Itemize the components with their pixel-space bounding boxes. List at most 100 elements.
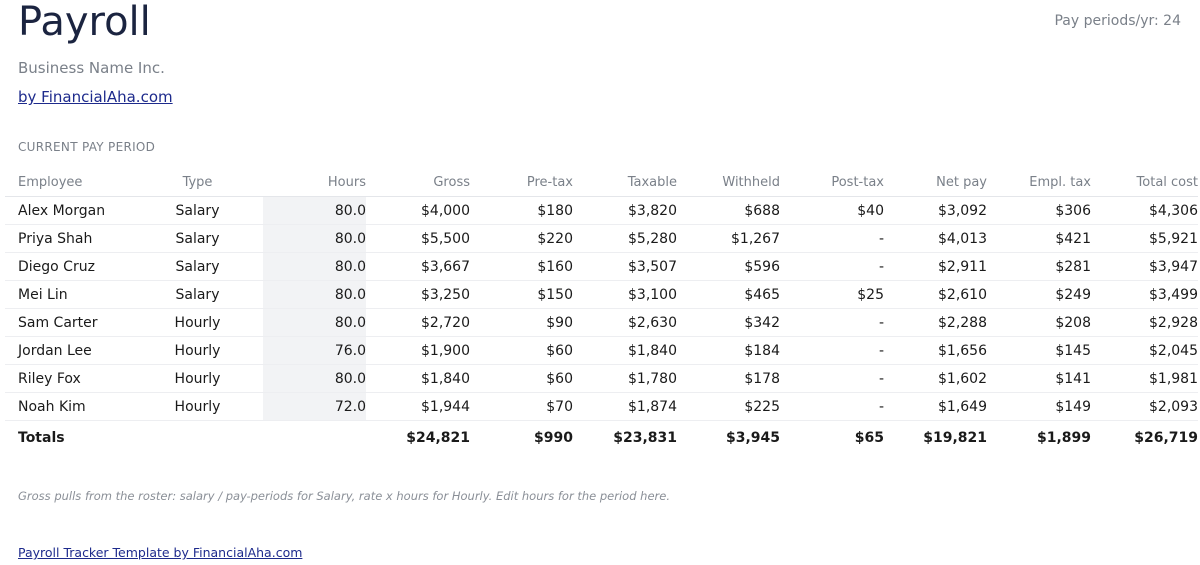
total-withheld: $3,945 [677,420,780,454]
table-row: Priya Shah Salary 80.0 $5,500 $220 $5,280 $1,2… [5,224,1198,253]
cell-hours[interactable]: 80.0 [263,252,366,281]
cell-withheld: $688 [677,196,780,225]
cell-employee: Priya Shah [5,224,132,253]
cell-type: Hourly [132,392,263,421]
cell-taxable: $5,280 [573,224,677,253]
cell-withheld: $596 [677,252,780,281]
cell-net-pay: $2,911 [884,252,987,281]
total-empl-tax: $1,899 [987,420,1091,454]
footer-link[interactable]: Payroll Tracker Template by FinancialAha… [18,545,303,560]
column-header-pre-tax: Pre-tax [470,168,573,197]
cell-empl-tax: $306 [987,196,1091,225]
cell-post-tax: - [780,364,884,393]
cell-net-pay: $3,092 [884,196,987,225]
cell-net-pay: $4,013 [884,224,987,253]
cell-employee: Jordan Lee [5,336,132,365]
total-gross: $24,821 [366,420,470,454]
cell-type: Salary [132,196,263,225]
cell-hours[interactable]: 80.0 [263,364,366,393]
cell-net-pay: $2,288 [884,308,987,337]
cell-empl-tax: $249 [987,280,1091,309]
column-header-hours: Hours [263,168,366,197]
total-net-pay: $19,821 [884,420,987,454]
cell-pre-tax: $90 [470,308,573,337]
cell-empl-tax: $149 [987,392,1091,421]
cell-net-pay: $1,649 [884,392,987,421]
total-employee: Totals [5,420,132,454]
cell-taxable: $3,100 [573,280,677,309]
cell-hours[interactable]: 72.0 [263,392,366,421]
cell-total-cost: $2,928 [1091,308,1198,337]
table-header-row: Employee Type Hours Gross Pre-tax Taxable With… [5,168,1198,197]
column-header-total-cost: Total cost [1091,168,1198,197]
total-hours [263,420,366,454]
cell-empl-tax: $421 [987,224,1091,253]
cell-withheld: $1,267 [677,224,780,253]
pay-periods-label: Pay periods/yr: 24 [1054,13,1181,29]
cell-empl-tax: $145 [987,336,1091,365]
cell-gross: $1,944 [366,392,470,421]
cell-taxable: $1,874 [573,392,677,421]
cell-gross: $1,840 [366,364,470,393]
cell-employee: Diego Cruz [5,252,132,281]
table-row: Jordan Lee Hourly 76.0 $1,900 $60 $1,840 $184-… [5,336,1198,365]
column-header-empl-tax: Empl. tax [987,168,1091,197]
cell-type: Salary [132,252,263,281]
cell-pre-tax: $220 [470,224,573,253]
gross-note: Gross pulls from the roster: salary / pa… [18,489,670,503]
cell-pre-tax: $150 [470,280,573,309]
cell-pre-tax: $160 [470,252,573,281]
business-name: Business Name Inc. [18,59,165,77]
cell-net-pay: $1,656 [884,336,987,365]
cell-post-tax: $40 [780,196,884,225]
cell-total-cost: $2,045 [1091,336,1198,365]
total-total-cost: $26,719 [1091,420,1198,454]
table-row: Noah Kim Hourly 72.0 $1,944 $70 $1,874 $225- $1… [5,392,1198,421]
column-header-post-tax: Post-tax [780,168,884,197]
total-taxable: $23,831 [573,420,677,454]
cell-gross: $5,500 [366,224,470,253]
total-pre-tax: $990 [470,420,573,454]
cell-hours[interactable]: 76.0 [263,336,366,365]
cell-taxable: $1,780 [573,364,677,393]
table-row: Riley Fox Hourly 80.0 $1,840 $60 $1,780 $178- $… [5,364,1198,393]
cell-type: Hourly [132,336,263,365]
cell-gross: $2,720 [366,308,470,337]
cell-employee: Sam Carter [5,308,132,337]
cell-total-cost: $5,921 [1091,224,1198,253]
column-header-employee: Employee [5,168,132,197]
column-header-gross: Gross [366,168,470,197]
cell-post-tax: - [780,392,884,421]
cell-employee: Riley Fox [5,364,132,393]
cell-total-cost: $3,947 [1091,252,1198,281]
cell-hours[interactable]: 80.0 [263,196,366,225]
cell-empl-tax: $208 [987,308,1091,337]
cell-total-cost: $4,306 [1091,196,1198,225]
cell-type: Hourly [132,364,263,393]
cell-total-cost: $1,981 [1091,364,1198,393]
cell-taxable: $1,840 [573,336,677,365]
byline-link[interactable]: by FinancialAha.com [18,88,173,106]
cell-hours[interactable]: 80.0 [263,224,366,253]
column-header-type: Type [132,168,263,197]
cell-pre-tax: $60 [470,364,573,393]
cell-gross: $3,667 [366,252,470,281]
total-post-tax: $65 [780,420,884,454]
cell-type: Hourly [132,308,263,337]
table-row: Alex Morgan Salary 80.0 $4,000 $180 $3,820 $68… [5,196,1198,225]
cell-net-pay: $2,610 [884,280,987,309]
table-row: Diego Cruz Salary 80.0 $3,667 $160 $3,507 $596… [5,252,1198,281]
cell-hours[interactable]: 80.0 [263,280,366,309]
table-row: Mei Lin Salary 80.0 $3,250 $150 $3,100 $465 $25… [5,280,1198,309]
table-row: Sam Carter Hourly 80.0 $2,720 $90 $2,630 $342-… [5,308,1198,337]
cell-hours[interactable]: 80.0 [263,308,366,337]
column-header-withheld: Withheld [677,168,780,197]
section-label: CURRENT PAY PERIOD [18,140,156,154]
cell-type: Salary [132,280,263,309]
cell-taxable: $2,630 [573,308,677,337]
cell-withheld: $465 [677,280,780,309]
cell-employee: Noah Kim [5,392,132,421]
column-header-net-pay: Net pay [884,168,987,197]
cell-gross: $4,000 [366,196,470,225]
cell-post-tax: - [780,308,884,337]
